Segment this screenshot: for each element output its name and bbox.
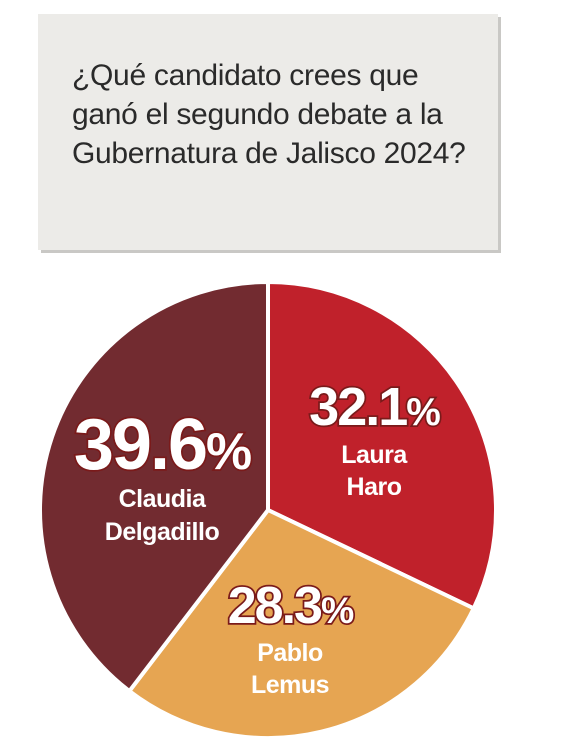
pie-slice-pablo-lemus — [127, 508, 476, 740]
pie-labels: 32.1% Laura Haro 28.3% Pablo Lemus 39.6%Claudi… — [72, 375, 444, 699]
question-box: ¿Qué candidato crees que ganó el segundo… — [38, 14, 498, 250]
slice-candidate-name: Haro — [347, 473, 402, 501]
slice-percent-label: 32.1% — [309, 377, 440, 437]
slice-candidate-name: Claudia — [119, 485, 207, 513]
slice-percent-label: 39.6% — [74, 405, 251, 485]
slice-percent-label: 28.3% — [228, 577, 354, 635]
pie-slice-claudia-delgadillo — [37, 280, 270, 694]
slice-candidate-name: Delgadillo — [105, 518, 220, 546]
slice-candidate-name: Laura — [341, 441, 408, 469]
question-title: ¿Qué candidato crees que ganó el segundo… — [72, 59, 466, 170]
pie-slice-laura-haro — [266, 280, 498, 611]
slice-candidate-name: Pablo — [257, 639, 323, 667]
pie-slices — [37, 280, 498, 740]
slice-candidate-name: Lemus — [251, 671, 329, 699]
